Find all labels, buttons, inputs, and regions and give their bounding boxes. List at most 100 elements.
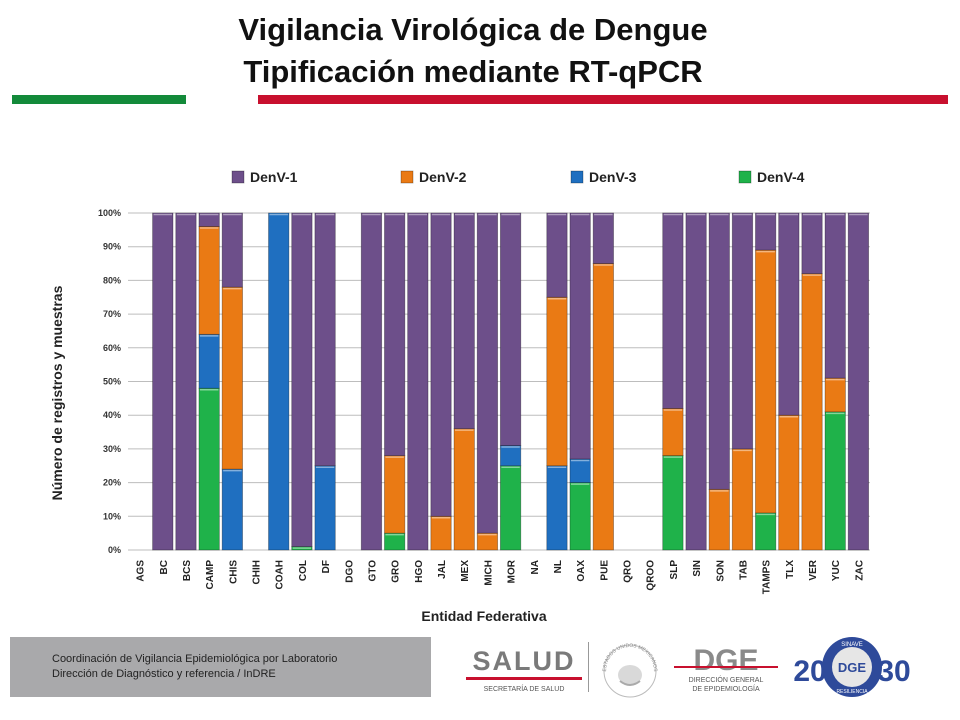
- y-tick-label: 50%: [103, 377, 121, 387]
- x-axis-label: Entidad Federativa: [421, 608, 546, 624]
- svg-text:SECRETARÍA DE SALUD: SECRETARÍA DE SALUD: [484, 684, 565, 693]
- bar-segment-denv-1-gro: [384, 212, 406, 457]
- bar-segment-denv-4-mor: [499, 465, 522, 551]
- y-tick-label: 40%: [103, 410, 121, 420]
- x-tick-label: GRO: [391, 560, 402, 583]
- footer-panel: [10, 637, 431, 697]
- x-tick-label: HGO: [414, 560, 425, 583]
- bar-segment-denv-1-pue: [592, 212, 614, 264]
- legend-label-denv-4: DenV-4: [757, 169, 805, 185]
- x-tick-label: DGO: [344, 560, 355, 583]
- x-tick-label: CAMP: [205, 560, 216, 590]
- svg-text:30: 30: [877, 655, 910, 688]
- legend-swatch-denv-1: [231, 170, 245, 184]
- bar-segment-denv-4-tamps: [755, 512, 777, 551]
- logo-divider: [588, 642, 589, 692]
- x-tick-label: JAL: [437, 560, 448, 579]
- bar-segment-denv-3-camp: [198, 333, 220, 389]
- x-tick-label: DF: [321, 560, 332, 573]
- x-tick-label: MOR: [507, 559, 518, 583]
- bar-segment-denv-2-tab: [731, 448, 754, 551]
- bar-segment-denv-1-df: [314, 212, 336, 467]
- bar-segment-denv-4-camp: [198, 387, 220, 551]
- svg-text:DGE: DGE: [838, 660, 867, 675]
- bar-segment-denv-3-df: [314, 465, 336, 551]
- x-tick-label: MEX: [460, 560, 471, 582]
- svg-text:SINAVE: SINAVE: [841, 642, 863, 648]
- x-tick-label: TAB: [738, 560, 749, 580]
- escudo-nacional-logo: ESTADOS UNIDOS MEXICANOS: [602, 643, 658, 698]
- y-axis-label: Número de registros y muestras: [49, 285, 65, 500]
- bar-segment-denv-4-oax: [569, 482, 591, 551]
- bar-segment-denv-2-nl: [546, 296, 568, 467]
- x-tick-label: GTO: [367, 560, 378, 582]
- bar-segment-denv-3-oax: [569, 458, 591, 484]
- x-tick-label: COL: [298, 560, 309, 581]
- y-tick-labels: 0% 10% 20% 30% 40% 50% 60% 70% 80% 90% 100%: [98, 208, 121, 555]
- y-tick-label: 0%: [108, 545, 121, 555]
- bar-segment-denv-2-camp: [198, 226, 220, 335]
- bar-segment-denv-2-tamps: [755, 249, 777, 514]
- bar-segment-denv-4-slp: [662, 455, 684, 551]
- x-tick-label: TAMPS: [762, 560, 773, 595]
- footer-line1: Coordinación de Vigilancia Epidemiológic…: [52, 653, 338, 665]
- accent-bar-green: [12, 95, 186, 104]
- bar-segment-denv-1-nl: [546, 212, 568, 298]
- svg-text:DIRECCIÓN GENERAL: DIRECCIÓN GENERAL: [689, 675, 764, 684]
- x-tick-label: MICH: [483, 560, 494, 586]
- bar-segment-denv-1-sin: [685, 212, 707, 551]
- y-tick-label: 80%: [103, 275, 121, 285]
- bar-segment-denv-2-slp: [662, 408, 684, 457]
- bar-segment-denv-1-bcs: [175, 212, 197, 551]
- bar-segment-denv-2-ver: [801, 273, 823, 551]
- bar-segment-denv-3-mor: [499, 445, 522, 467]
- bar-segment-denv-2-yuc: [824, 377, 846, 413]
- legend-label-denv-3: DenV-3: [589, 169, 637, 185]
- bar-segment-denv-1-chis: [221, 212, 243, 288]
- bar-segment-denv-2-mex: [453, 428, 475, 551]
- x-tick-label: NL: [553, 560, 564, 573]
- bar-segment-denv-1-slp: [662, 212, 684, 409]
- x-tick-label: CHIS: [228, 560, 239, 584]
- x-tick-label: SIN: [692, 560, 703, 577]
- bar-segment-denv-2-jal: [430, 515, 452, 551]
- sinave-2030-logo: DGE 20 30 SINAVE RESILIENCIA: [793, 637, 911, 697]
- bar-segment-denv-1-mex: [453, 212, 475, 430]
- y-tick-label: 10%: [103, 511, 121, 521]
- svg-text:DE EPIDEMIOLOGÍA: DE EPIDEMIOLOGÍA: [692, 684, 760, 693]
- bar-segment-denv-1-zac: [847, 212, 870, 551]
- x-tick-label: CHIH: [252, 560, 263, 584]
- bar-segment-denv-1-tamps: [755, 212, 777, 251]
- x-tick-label: SLP: [669, 560, 680, 580]
- bar-segment-denv-1-tlx: [778, 212, 800, 416]
- y-tick-label: 90%: [103, 242, 121, 252]
- bar-segment-denv-1-oax: [569, 212, 591, 460]
- svg-text:DGE: DGE: [693, 644, 758, 677]
- svg-text:20: 20: [793, 655, 826, 688]
- y-tick-label: 20%: [103, 478, 121, 488]
- legend-label-denv-1: DenV-1: [250, 169, 298, 185]
- x-tick-label: COAH: [275, 560, 286, 589]
- x-tick-label: QROO: [646, 560, 657, 591]
- x-tick-label: NA: [530, 560, 541, 574]
- dge-logo: DGE DIRECCIÓN GENERAL DE EPIDEMIOLOGÍA: [674, 644, 778, 693]
- bar-segment-denv-1-yuc: [824, 212, 846, 379]
- x-tick-label: YUC: [831, 560, 842, 581]
- bar-segment-denv-1-mor: [499, 212, 522, 446]
- bar-segment-denv-3-coah: [268, 212, 290, 551]
- svg-text:SALUD: SALUD: [473, 646, 576, 676]
- bar-segment-denv-1-mich: [476, 212, 499, 534]
- accent-bar-red: [258, 95, 948, 104]
- bar-segment-denv-1-camp: [198, 212, 220, 227]
- bar-segment-denv-1-bc: [152, 212, 174, 551]
- bar-segment-denv-1-gto: [360, 212, 383, 551]
- x-tick-label: PUE: [599, 560, 610, 581]
- bar-segment-denv-2-tlx: [778, 414, 800, 551]
- slide-title-line2: Tipificación mediante RT-qPCR: [243, 54, 703, 89]
- x-tick-label: AGS: [136, 560, 147, 582]
- bar-segment-denv-1-jal: [430, 212, 452, 517]
- bar-segment-denv-2-gro: [384, 455, 406, 534]
- bar-segment-denv-2-chis: [221, 286, 243, 470]
- bar-segment-denv-2-mich: [476, 532, 499, 551]
